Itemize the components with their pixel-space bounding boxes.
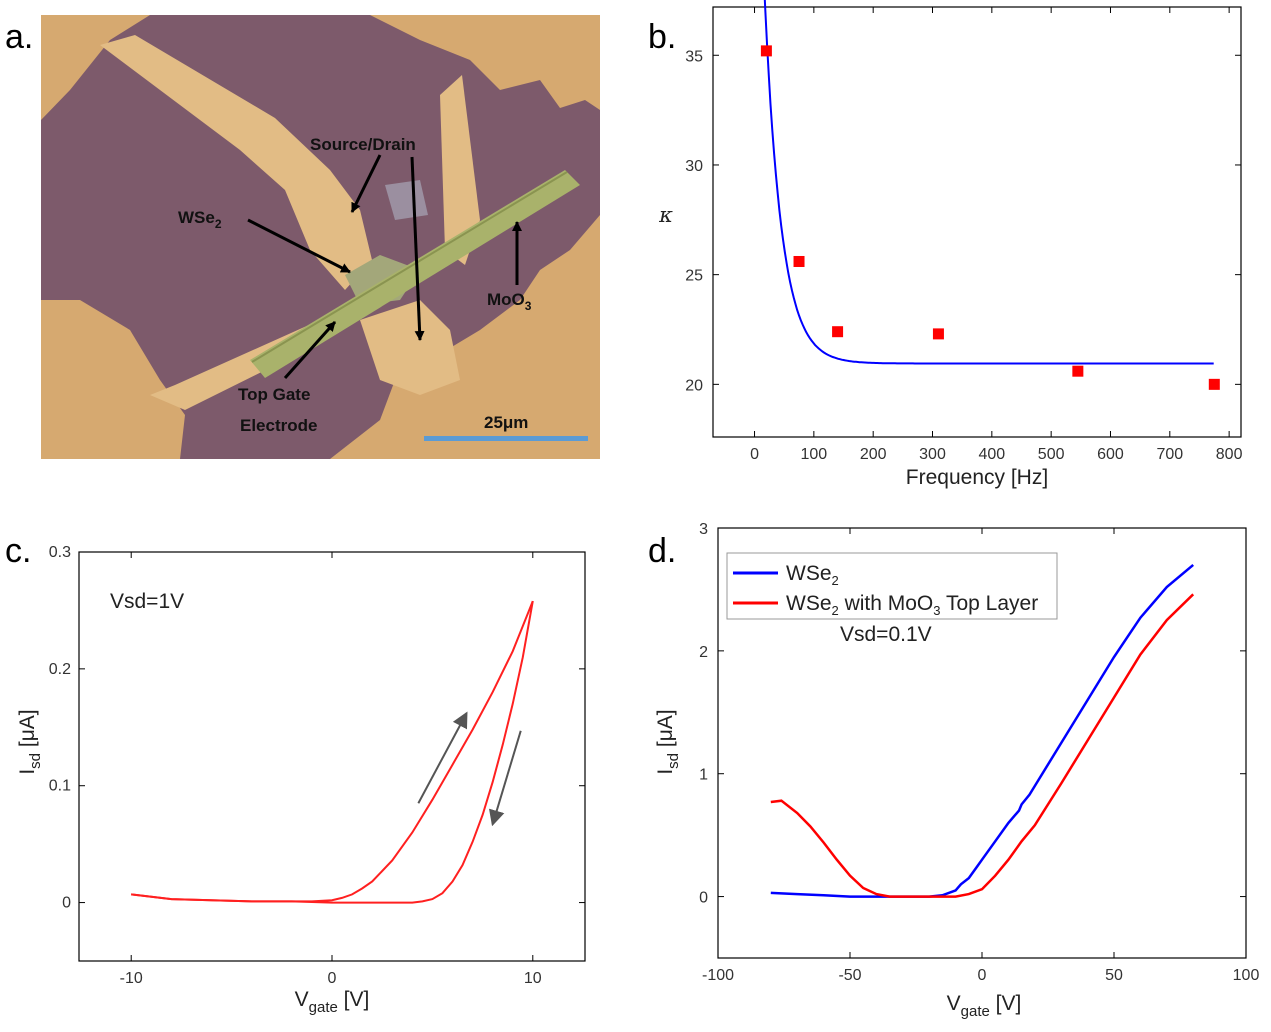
d-xtick-label: -50	[838, 967, 861, 984]
c-series-line-1	[131, 600, 534, 904]
c-annotation: Vsd=1V	[110, 590, 184, 613]
d-ytick-label: 3	[699, 521, 708, 538]
d-series-line-1	[770, 593, 1195, 898]
d-legend-label-1: WSe2 with MoO3 Top Layer	[786, 592, 1038, 618]
b-data-point	[1208, 378, 1220, 390]
b-ylabel: κ	[658, 203, 673, 227]
small-flake	[385, 180, 428, 220]
label-wse2: WSe2	[178, 208, 222, 231]
c-xlabel: Vgate [V]	[295, 988, 370, 1016]
b-xtick-label: 700	[1156, 446, 1183, 463]
b-xtick-label: 0	[750, 446, 759, 463]
b-ytick-label: 35	[685, 48, 703, 65]
gold-pad-top-left	[41, 15, 150, 120]
source-electrode	[100, 35, 372, 290]
b-data-point	[832, 326, 844, 338]
c-xtick-label: 10	[524, 970, 542, 987]
b-fit-curve	[763, 0, 1214, 365]
b-xtick-label: 100	[801, 446, 828, 463]
b-xtick-label: 200	[860, 446, 887, 463]
c-series-line-0	[131, 600, 534, 903]
panel-a-label: a.	[5, 18, 33, 56]
c-sweep-arrow-up	[417, 711, 468, 804]
d-xlabel: Vgate [V]	[947, 992, 1022, 1020]
d-series-line-0	[770, 563, 1195, 898]
b-data-point	[793, 255, 805, 267]
panel-a-micrograph: Source/Drain WSe2 MoO3 Top Gate Electrod…	[41, 15, 600, 459]
b-ytick-label: 20	[685, 377, 703, 394]
d-legend-box	[726, 552, 1058, 620]
c-ytick-label: 0.3	[49, 544, 71, 561]
c-xtick-label: 0	[328, 970, 337, 987]
c-ytick-label: 0.1	[49, 778, 71, 795]
b-xtick-label: 500	[1038, 446, 1065, 463]
d-xtick-label: 100	[1233, 967, 1260, 984]
panel-b-label: b.	[648, 18, 676, 56]
arrow-drain	[410, 156, 425, 341]
b-xtick-label: 300	[919, 446, 946, 463]
d-xtick-label: 50	[1105, 967, 1123, 984]
b-data-point	[1072, 365, 1084, 377]
chart-d: -100 -50 0 50 100 0 1 2 3 Vgate [V] Isd [μA] Vsd=0.…	[654, 521, 1259, 1020]
panel-d-label: d.	[648, 532, 676, 570]
c-ytick-label: 0	[62, 895, 71, 912]
d-legend: WSe2 WSe2 with MoO3 Top Layer	[726, 552, 1058, 620]
d-ylabel: Isd [μA]	[654, 709, 682, 774]
label-top-gate-line1: Top Gate	[238, 385, 310, 404]
label-top-gate-line2: Electrode	[240, 416, 317, 435]
d-ytick-label: 2	[699, 644, 708, 661]
c-xtick-label: -10	[120, 970, 143, 987]
b-xtick-label: 600	[1097, 446, 1124, 463]
arrow-top-gate	[283, 321, 337, 379]
moo3-edge	[251, 171, 568, 363]
c-ytick-label: 0.2	[49, 661, 71, 678]
d-annotation: Vsd=0.1V	[840, 623, 932, 646]
d-ytick-label: 0	[699, 890, 708, 907]
drain-contact	[360, 300, 460, 395]
label-source-drain: Source/Drain	[310, 135, 416, 154]
d-xtick-label: 0	[978, 967, 987, 984]
drain-electrode	[440, 75, 480, 265]
label-moo3: MoO3	[487, 290, 532, 313]
arrow-source	[350, 154, 382, 213]
panel-c-label: c.	[5, 532, 31, 570]
chart-c: -10 0 10 0 0.1 0.2 0.3 Vgate [V] Isd [μA] Vsd=1V	[16, 544, 586, 1016]
scale-bar	[424, 436, 588, 441]
d-xtick-label: -100	[702, 967, 734, 984]
b-ytick-label: 30	[685, 158, 703, 175]
gold-pad-bottom-right	[330, 215, 600, 459]
b-plot-frame	[712, 6, 1242, 438]
arrow-wse2	[247, 218, 351, 274]
d-ytick-label: 1	[699, 767, 708, 784]
b-xtick-label: 400	[978, 446, 1005, 463]
b-xlabel: Frequency [Hz]	[906, 466, 1048, 489]
d-legend-label-0: WSe2	[786, 562, 839, 588]
chart-b: 0 100 200 300 400 500 600 700 800 20 25 30 35 Frequen…	[658, 0, 1243, 489]
gold-pad-bottom-left	[41, 300, 185, 459]
b-data-point	[760, 45, 772, 57]
b-xtick-label: 800	[1216, 446, 1243, 463]
c-sweep-arrow-down	[489, 730, 522, 827]
b-ytick-label: 25	[685, 268, 703, 285]
b-data-point	[932, 328, 944, 340]
c-ylabel: Isd [μA]	[16, 709, 44, 774]
gold-pad-top-right	[370, 15, 600, 110]
scale-bar-label: 25μm	[484, 413, 528, 432]
